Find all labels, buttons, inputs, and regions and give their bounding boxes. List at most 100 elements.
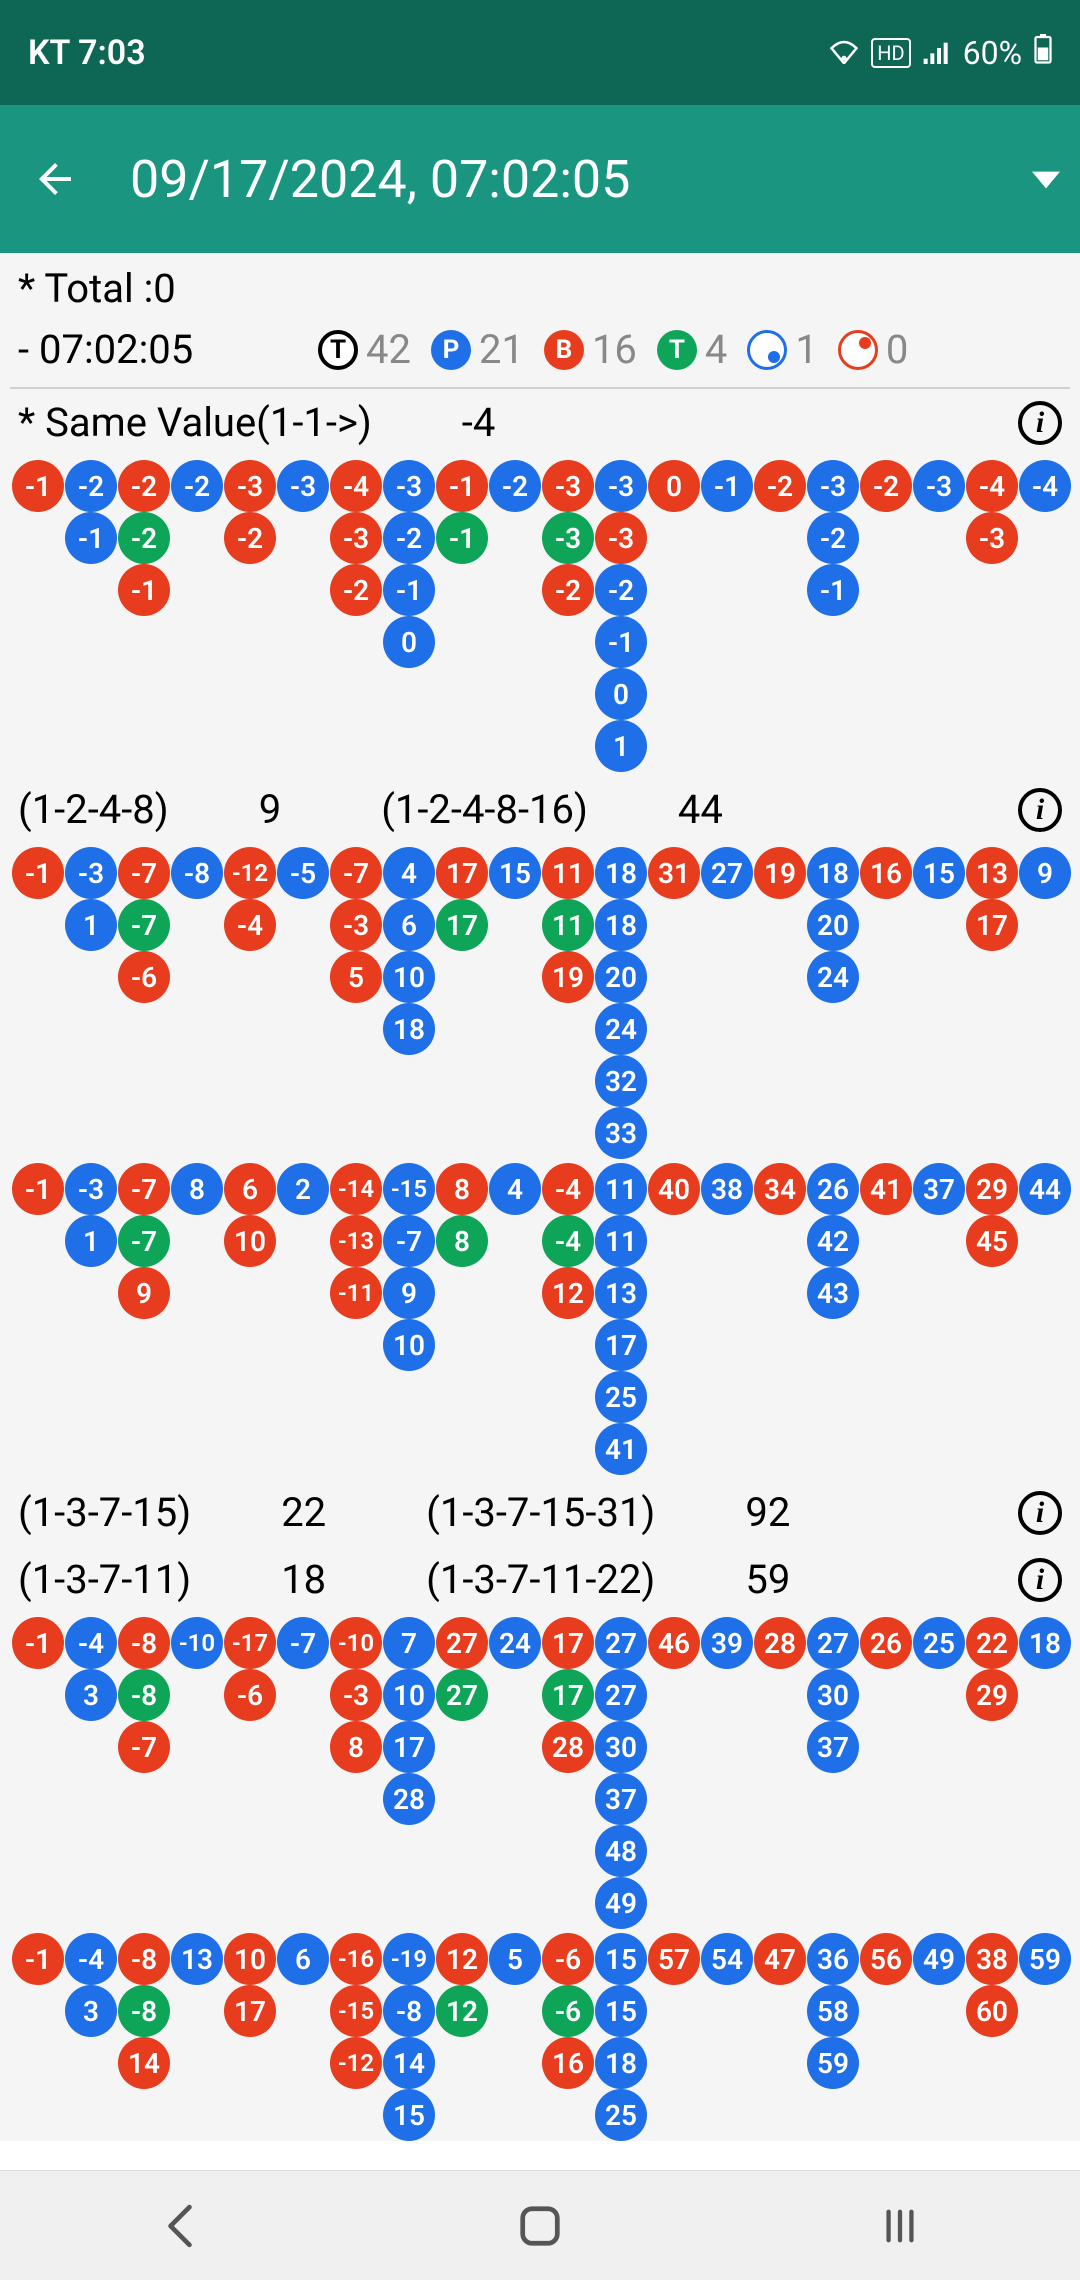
ball-cell — [913, 2037, 965, 2089]
ball-cell — [860, 1107, 912, 1159]
ball-cell — [171, 1985, 223, 2037]
ball-cell — [1019, 1215, 1071, 1267]
ball-cell — [701, 1773, 753, 1825]
ball-cell: -4 — [542, 1163, 594, 1215]
ball-row: 0-1 — [12, 616, 1070, 668]
ball-cell — [701, 1055, 753, 1107]
ball-cell — [966, 1371, 1018, 1423]
ball-cell: 60 — [966, 1985, 1018, 2037]
section-value: -4 — [462, 399, 496, 446]
stat-Tg: T4 — [657, 326, 727, 373]
ball-cell: -14 — [330, 1163, 382, 1215]
ball-cell — [648, 1985, 700, 2037]
ball-cell: 24 — [489, 1617, 541, 1669]
ball-cell — [648, 1877, 700, 1929]
nav-home-button[interactable] — [500, 2201, 580, 2251]
ball-cell — [542, 1055, 594, 1107]
ball-cell — [1019, 1107, 1071, 1159]
ball-grid: -1-2-2-2-3-3-4-3-1-2-3-30-1-2-3-2-3-4-4-… — [10, 460, 1070, 772]
ball: 6 — [224, 1163, 276, 1215]
ball: -3 — [224, 460, 276, 512]
info-icon[interactable]: i — [1018, 1558, 1062, 1602]
ball-row: 25 — [12, 1371, 1070, 1423]
ball-cell — [966, 720, 1018, 772]
ball-cell — [860, 1669, 912, 1721]
ball-cell: -1 — [12, 460, 64, 512]
ball-cell: 20 — [595, 951, 647, 1003]
ball-cell: -3 — [542, 460, 594, 512]
ball: 10 — [383, 1319, 435, 1371]
ball: 15 — [383, 2089, 435, 2141]
section-header: (1-3-7-15)22(1-3-7-15-31)92i — [10, 1479, 1070, 1546]
dropdown-caret-icon[interactable] — [1032, 162, 1060, 197]
nav-recent-button[interactable] — [860, 2201, 940, 2251]
ball: 2 — [277, 1163, 329, 1215]
ball: -6 — [118, 951, 170, 1003]
ball-cell — [913, 2089, 965, 2141]
section-label: (1-3-7-11) — [18, 1556, 191, 1603]
ball-cell: 56 — [860, 1933, 912, 1985]
ball-cell — [913, 1721, 965, 1773]
ball-cell: -2 — [754, 460, 806, 512]
ball-cell: 47 — [754, 1933, 806, 1985]
ball-cell — [754, 1267, 806, 1319]
ball-cell — [701, 1423, 753, 1475]
ball-cell: -7 — [383, 1215, 435, 1267]
ball-row: 33 — [12, 1107, 1070, 1159]
stat-Tg-value: 4 — [705, 326, 727, 373]
ball: 47 — [754, 1933, 806, 1985]
ball: 25 — [595, 2089, 647, 2141]
ball-cell: -3 — [807, 460, 859, 512]
ball-cell: -4 — [542, 1215, 594, 1267]
ball-cell — [966, 1003, 1018, 1055]
section-label: (1-3-7-15) — [18, 1489, 191, 1536]
ball: -2 — [118, 460, 170, 512]
ball-cell — [277, 668, 329, 720]
ball-cell — [966, 1721, 1018, 1773]
ball: 16 — [860, 847, 912, 899]
ball-row: 3-817-15-812-6155860 — [12, 1985, 1070, 2037]
ball-cell: -3 — [330, 512, 382, 564]
ball: -8 — [171, 847, 223, 899]
ball-cell: 5 — [489, 1933, 541, 1985]
ball-cell: -17 — [224, 1617, 276, 1669]
info-icon[interactable]: i — [1018, 1491, 1062, 1535]
ball-cell — [118, 1319, 170, 1371]
ball-cell — [277, 2037, 329, 2089]
info-icon[interactable]: i — [1018, 788, 1062, 832]
ball: -10 — [330, 1617, 382, 1669]
ball-cell: -3 — [330, 899, 382, 951]
ball: -6 — [542, 1985, 594, 2037]
ball-cell — [277, 951, 329, 1003]
ball: 46 — [648, 1617, 700, 1669]
ball-cell — [65, 1773, 117, 1825]
ball-cell — [807, 1371, 859, 1423]
ball-cell — [860, 1055, 912, 1107]
ball: 10 — [383, 1669, 435, 1721]
ball-cell — [224, 668, 276, 720]
ball-cell — [65, 720, 117, 772]
nav-back-button[interactable] — [140, 2201, 220, 2251]
ball-cell — [966, 1825, 1018, 1877]
ball-cell: 3 — [65, 1985, 117, 2037]
ball-cell — [754, 1319, 806, 1371]
ball-cell — [913, 668, 965, 720]
back-button[interactable] — [20, 144, 90, 214]
ball: 24 — [595, 1003, 647, 1055]
ball-cell — [224, 616, 276, 668]
ball-cell — [807, 1877, 859, 1929]
ball-cell — [701, 1267, 753, 1319]
content-area: * Total : 0 - 07:02:05 T42 P21 B16 T4 1 … — [0, 253, 1080, 2141]
ball-cell: 16 — [860, 847, 912, 899]
info-icon[interactable]: i — [1018, 401, 1062, 445]
ball: 9 — [1019, 847, 1071, 899]
ball-row: 2837 — [12, 1773, 1070, 1825]
ball-cell — [860, 1721, 912, 1773]
stat-ringb-value: 1 — [795, 326, 817, 373]
ball-cell — [648, 1003, 700, 1055]
ball-cell — [1019, 1825, 1071, 1877]
ball-cell — [277, 512, 329, 564]
ball-cell — [1019, 1371, 1071, 1423]
ball-cell — [436, 1371, 488, 1423]
ball-cell — [171, 2089, 223, 2141]
